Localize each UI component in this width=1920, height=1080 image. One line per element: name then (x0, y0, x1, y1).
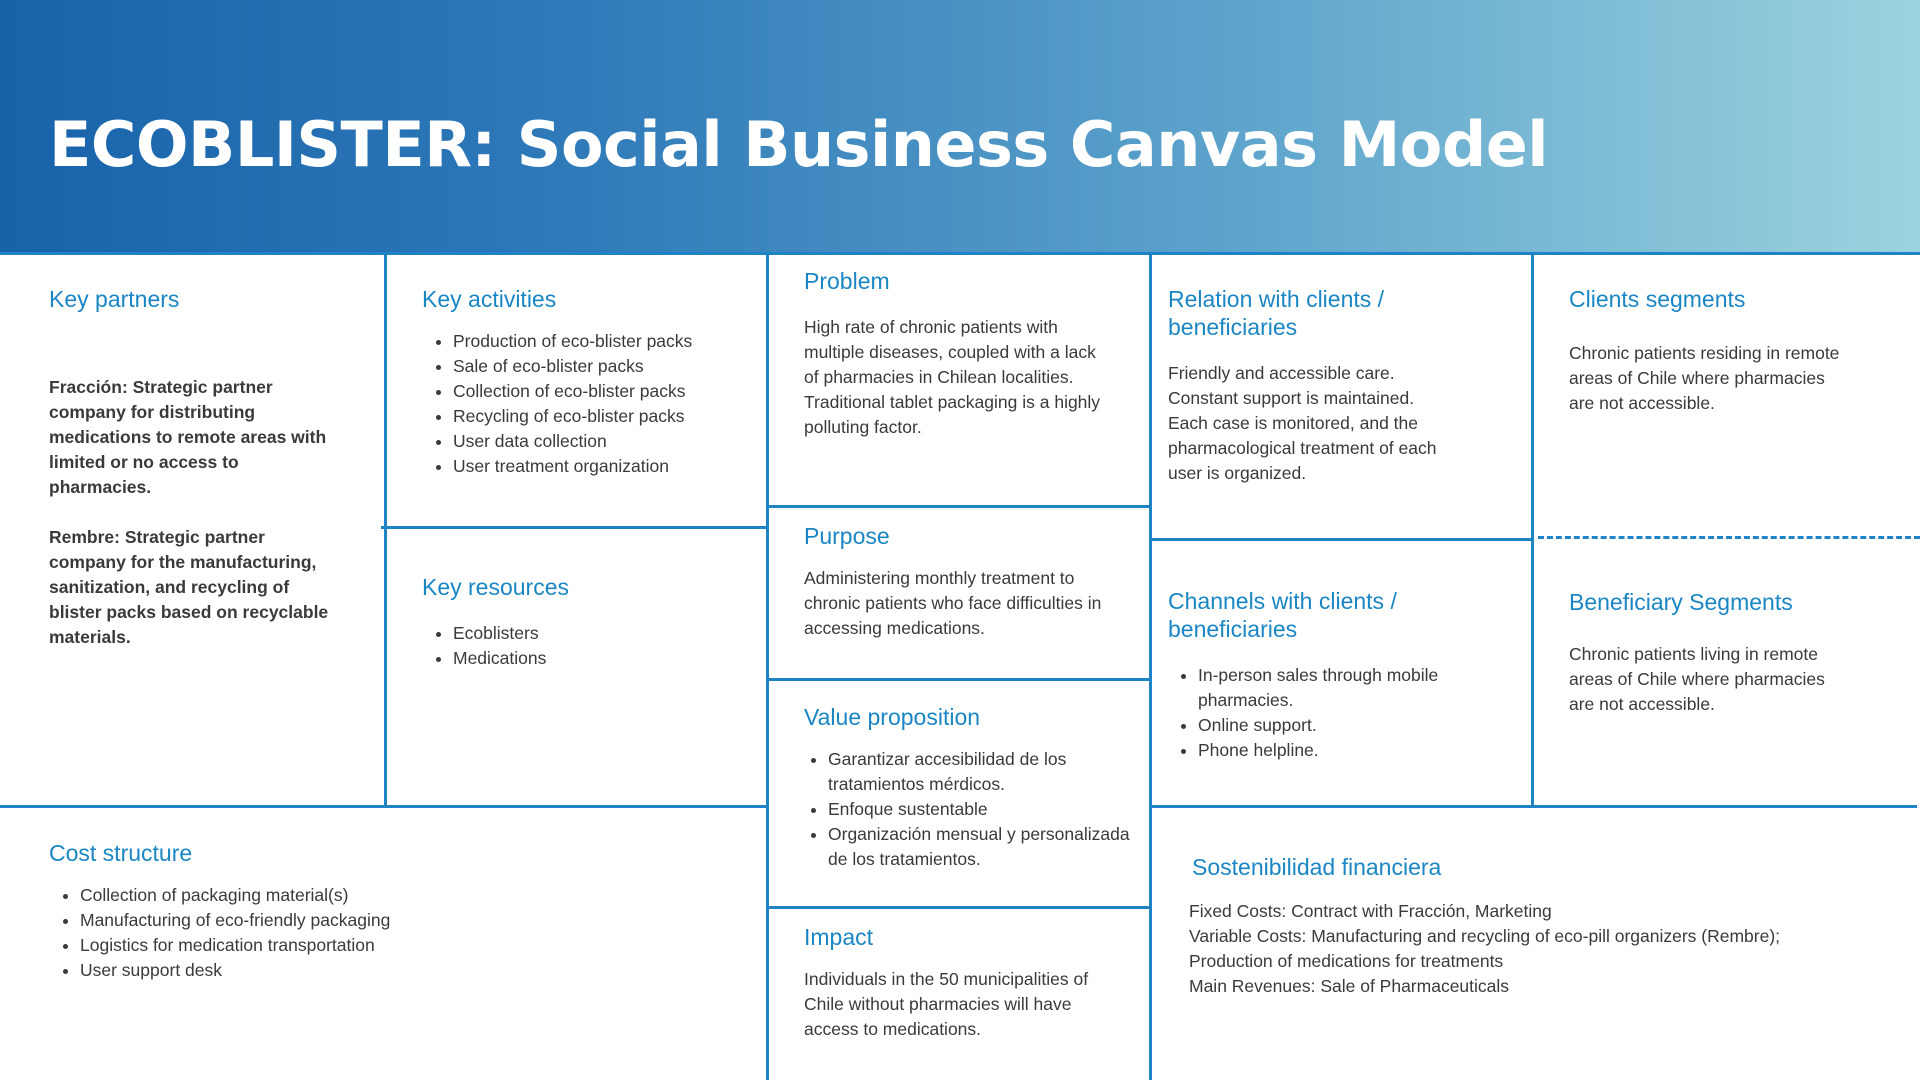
grid-line-problem-purpose (766, 505, 1152, 508)
list-item: Enfoque sustentable (828, 797, 1144, 822)
key-activities-heading: Key activities (422, 286, 557, 312)
grid-line-v4 (1531, 252, 1534, 805)
list-item: Recycling of eco-blister packs (453, 404, 757, 429)
key-partners-heading: Key partners (49, 286, 180, 312)
list-item: Phone helpline. (1198, 738, 1498, 763)
list-item: User support desk (80, 958, 549, 983)
purpose-text: Administering monthly treatment to chron… (804, 568, 1102, 638)
key-activities-list: Production of eco-blister packs Sale of … (422, 329, 757, 479)
problem-section: Problem High rate of chronic patients wi… (804, 267, 1104, 440)
list-item: Garantizar accesibilidad de los tratamie… (828, 747, 1144, 797)
relation-line: Each case is monitored, and the pharmaco… (1168, 413, 1437, 483)
cost-structure-heading: Cost structure (49, 840, 193, 866)
beneficiary-segments-text: Chronic patients living in remote areas … (1569, 644, 1825, 714)
client-segments-section: Clients segments Chronic patients residi… (1569, 285, 1869, 416)
grid-line-value-impact (766, 906, 1152, 909)
client-segments-heading: Clients segments (1569, 286, 1746, 312)
list-item: Collection of eco-blister packs (453, 379, 757, 404)
grid-line-top (0, 252, 1920, 255)
grid-line-relation-channels (1149, 538, 1534, 541)
grid-dashed-segments-divider (1538, 536, 1920, 539)
list-item: Manufacturing of eco-friendly packaging (80, 908, 549, 933)
list-item: Ecoblisters (453, 621, 757, 646)
beneficiary-segments-heading: Beneficiary Segments (1569, 589, 1793, 615)
value-proposition-heading: Value proposition (804, 704, 981, 730)
list-item: In-person sales through mobile pharmacie… (1198, 663, 1498, 713)
financial-line: Variable Costs: Manufacturing and recycl… (1189, 926, 1781, 971)
beneficiary-segments-section: Beneficiary Segments Chronic patients li… (1569, 588, 1869, 717)
grid-line-v2 (766, 252, 769, 1080)
key-activities-section: Key activities Production of eco-blister… (422, 285, 757, 479)
list-item: Sale of eco-blister packs (453, 354, 757, 379)
grid-line-bottom-right (1149, 805, 1917, 808)
header-banner: ECOBLISTER: Social Business Canvas Model (0, 0, 1920, 252)
impact-section: Impact Individuals in the 50 municipalit… (804, 923, 1104, 1042)
key-resources-section: Key resources Ecoblisters Medications (422, 573, 757, 671)
problem-heading: Problem (804, 268, 890, 294)
key-resources-heading: Key resources (422, 574, 570, 600)
purpose-heading: Purpose (804, 523, 890, 549)
client-segments-text: Chronic patients residing in remote area… (1569, 343, 1840, 413)
list-item: User treatment organization (453, 454, 757, 479)
channels-list: In-person sales through mobile pharmacie… (1168, 663, 1498, 763)
list-item: Organización mensual y personalizada de … (828, 822, 1144, 872)
list-item: Production of eco-blister packs (453, 329, 757, 354)
relation-heading: Relation with clients / beneficiaries (1168, 286, 1385, 340)
list-item: User data collection (453, 429, 757, 454)
grid-line-v3 (1149, 252, 1152, 1080)
list-item: Collection of packaging material(s) (80, 883, 549, 908)
key-resources-list: Ecoblisters Medications (422, 621, 757, 671)
financial-text: Fixed Costs: Contract with Fracción, Mar… (1189, 899, 1829, 999)
relation-line: Friendly and accessible care. (1168, 363, 1395, 383)
purpose-section: Purpose Administering monthly treatment … (804, 522, 1124, 641)
value-proposition-section: Value proposition Garantizar accesibilid… (804, 703, 1144, 872)
impact-text: Individuals in the 50 municipalities of … (804, 969, 1089, 1039)
value-proposition-list: Garantizar accesibilidad de los tratamie… (804, 747, 1144, 872)
channels-section: Channels with clients / beneficiaries In… (1168, 587, 1508, 763)
relation-section: Relation with clients / beneficiaries Fr… (1168, 285, 1488, 486)
problem-line: Traditional tablet packaging is a highly… (804, 392, 1101, 437)
grid-line-activities-resources (381, 526, 767, 529)
partner-fraccion: Fracción: Strategic partner company for … (49, 377, 327, 497)
relation-line: Constant support is maintained. (1168, 388, 1415, 408)
impact-heading: Impact (804, 924, 874, 950)
key-partners-section: Key partners Fracción: Strategic partner… (49, 285, 339, 675)
cost-structure-list: Collection of packaging material(s) Manu… (49, 883, 549, 983)
financial-line: Main Revenues: Sale of Pharmaceuticals (1189, 976, 1510, 996)
grid-line-bottom-left (0, 805, 769, 808)
cost-structure-section: Cost structure Collection of packaging m… (49, 839, 549, 983)
financial-line: Fixed Costs: Contract with Fracción, Mar… (1189, 901, 1552, 921)
financial-heading: Sostenibilidad financiera (1192, 854, 1442, 880)
page-title: ECOBLISTER: Social Business Canvas Model (49, 108, 1549, 181)
list-item: Logistics for medication transportation (80, 933, 549, 958)
partner-rembre: Rembre: Strategic partner company for th… (49, 527, 329, 647)
financial-section: Sostenibilidad financiera Fixed Costs: C… (1189, 853, 1829, 999)
problem-text: High rate of chronic patients with multi… (804, 315, 1104, 440)
channels-heading: Channels with clients / beneficiaries (1168, 588, 1397, 642)
relation-text: Friendly and accessible care. Constant s… (1168, 361, 1468, 486)
list-item: Online support. (1198, 713, 1498, 738)
list-item: Medications (453, 646, 757, 671)
grid-line-purpose-value (766, 678, 1152, 681)
problem-line: High rate of chronic patients with multi… (804, 317, 1096, 387)
